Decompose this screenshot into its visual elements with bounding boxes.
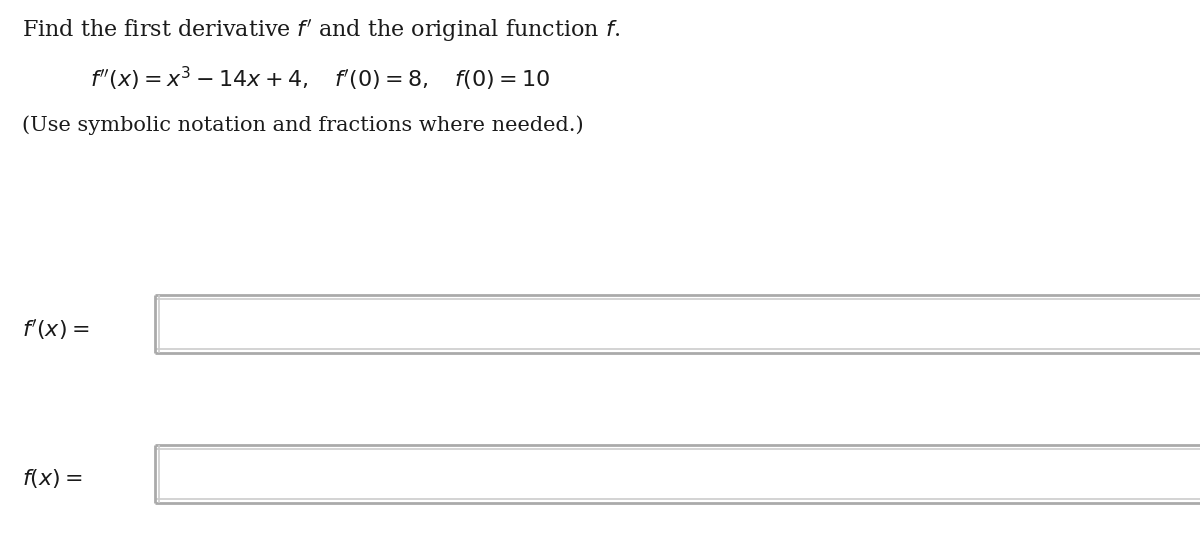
Text: $f^{\prime\prime}(x) = x^3 - 14x + 4,\quad f^{\prime}(0) = 8,\quad f(0) = 10$: $f^{\prime\prime}(x) = x^3 - 14x + 4,\qu… [90,65,551,93]
Text: $f^{\prime}(x) =$: $f^{\prime}(x) =$ [22,318,89,342]
Text: (Use symbolic notation and fractions where needed.): (Use symbolic notation and fractions whe… [22,115,583,135]
Text: Find the first derivative $f^{\prime}$ and the original function $f$.: Find the first derivative $f^{\prime}$ a… [22,18,620,45]
Text: $f(x) =$: $f(x) =$ [22,467,83,490]
